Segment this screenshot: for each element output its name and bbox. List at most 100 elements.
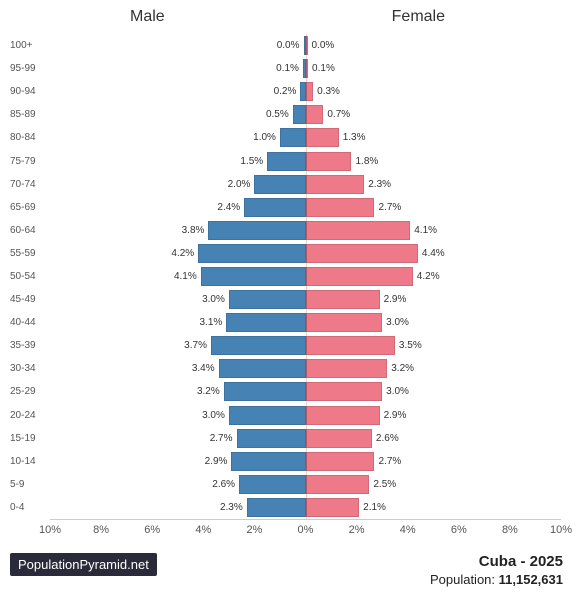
female-half: 0.7% bbox=[306, 103, 562, 126]
female-bar bbox=[306, 175, 365, 194]
female-header: Female bbox=[392, 8, 445, 26]
female-half: 2.3% bbox=[306, 173, 562, 196]
male-half: 1.0% bbox=[50, 126, 306, 149]
male-half: 0.0% bbox=[50, 34, 306, 57]
age-label: 45-49 bbox=[10, 294, 48, 305]
x-tick: 6% bbox=[451, 524, 467, 536]
male-pct-label: 1.5% bbox=[240, 156, 263, 167]
age-label: 5-9 bbox=[10, 479, 48, 490]
male-pct-label: 3.2% bbox=[197, 386, 220, 397]
male-bar bbox=[231, 452, 305, 471]
female-half: 4.1% bbox=[306, 219, 562, 242]
female-half: 2.9% bbox=[306, 288, 562, 311]
pyramid-row: 40-44 3.1% 3.0% bbox=[10, 311, 565, 334]
female-bar bbox=[306, 313, 383, 332]
male-pct-label: 3.0% bbox=[202, 410, 225, 421]
male-pct-label: 0.0% bbox=[277, 40, 300, 51]
age-label: 0-4 bbox=[10, 502, 48, 513]
x-tick: 8% bbox=[502, 524, 518, 536]
female-bar bbox=[306, 267, 413, 286]
age-label: 80-84 bbox=[10, 132, 48, 143]
female-bar bbox=[306, 290, 380, 309]
female-bar bbox=[306, 359, 388, 378]
female-pct-label: 2.7% bbox=[378, 456, 401, 467]
chart-headers: Male Female bbox=[10, 8, 565, 32]
female-pct-label: 3.5% bbox=[399, 340, 422, 351]
female-bar bbox=[306, 382, 383, 401]
male-bar bbox=[208, 221, 305, 240]
female-half: 3.2% bbox=[306, 357, 562, 380]
male-half: 2.3% bbox=[50, 496, 306, 519]
male-bar bbox=[219, 359, 306, 378]
male-pct-label: 3.4% bbox=[192, 363, 215, 374]
pyramid-row: 55-594.2%4.4% bbox=[10, 242, 565, 265]
male-pct-label: 3.1% bbox=[200, 317, 223, 328]
x-tick: 2% bbox=[349, 524, 365, 536]
male-bar bbox=[237, 429, 306, 448]
female-bar bbox=[306, 406, 380, 425]
age-label: 30-34 bbox=[10, 363, 48, 374]
male-pct-label: 0.1% bbox=[276, 63, 299, 74]
age-label: 60-64 bbox=[10, 225, 48, 236]
male-half: 3.7% bbox=[50, 334, 306, 357]
male-half: 0.2% bbox=[50, 80, 306, 103]
female-pct-label: 0.1% bbox=[312, 63, 335, 74]
age-label: 50-54 bbox=[10, 271, 48, 282]
x-tick: 10% bbox=[550, 524, 572, 536]
female-half: 2.5% bbox=[306, 473, 562, 496]
age-label: 40-44 bbox=[10, 317, 48, 328]
female-half: 1.3% bbox=[306, 126, 562, 149]
male-half: 2.0% bbox=[50, 173, 306, 196]
male-half: 2.6% bbox=[50, 473, 306, 496]
pyramid-row: 50-544.1%4.2% bbox=[10, 265, 565, 288]
female-pct-label: 4.2% bbox=[417, 271, 440, 282]
female-bar bbox=[306, 429, 372, 448]
x-tick: 4% bbox=[195, 524, 211, 536]
female-pct-label: 2.5% bbox=[373, 479, 396, 490]
female-pct-label: 2.6% bbox=[376, 433, 399, 444]
female-half: 0.1% bbox=[306, 57, 562, 80]
chart-footer: PopulationPyramid.net Cuba - 2025 Popula… bbox=[0, 547, 575, 599]
pyramid-row: 90-940.2%0.3% bbox=[10, 80, 565, 103]
population-value: 11,152,631 bbox=[499, 572, 563, 587]
female-bar bbox=[306, 105, 324, 124]
male-bar bbox=[280, 128, 306, 147]
male-half: 2.9% bbox=[50, 450, 306, 473]
female-pct-label: 3.2% bbox=[391, 363, 414, 374]
x-tick: 0% bbox=[298, 524, 314, 536]
female-pct-label: 0.3% bbox=[317, 86, 340, 97]
pyramid-row: 100+0.0%0.0% bbox=[10, 34, 565, 57]
country-year: Cuba - 2025 bbox=[430, 553, 563, 570]
male-half: 4.2% bbox=[50, 242, 306, 265]
female-half: 3.5% bbox=[306, 334, 562, 357]
female-bar bbox=[306, 128, 339, 147]
male-bar bbox=[293, 105, 306, 124]
male-half: 3.1% bbox=[50, 311, 306, 334]
male-half: 0.5% bbox=[50, 103, 306, 126]
x-tick: 2% bbox=[246, 524, 262, 536]
female-bar bbox=[306, 336, 395, 355]
male-bar bbox=[229, 406, 306, 425]
female-half: 3.0% bbox=[306, 380, 562, 403]
male-pct-label: 3.8% bbox=[182, 225, 205, 236]
female-pct-label: 2.9% bbox=[384, 410, 407, 421]
male-half: 2.7% bbox=[50, 427, 306, 450]
age-label: 100+ bbox=[10, 40, 48, 51]
female-half: 2.7% bbox=[306, 450, 562, 473]
footer-info: Cuba - 2025 Population: 11,152,631 bbox=[430, 553, 563, 587]
female-half: 3.0% bbox=[306, 311, 562, 334]
pyramid-row: 45-493.0%2.9% bbox=[10, 288, 565, 311]
pyramid-row: 25-293.2%3.0% bbox=[10, 380, 565, 403]
female-half: 2.7% bbox=[306, 196, 562, 219]
female-pct-label: 4.4% bbox=[422, 248, 445, 259]
pyramid-row: 10-142.9%2.7% bbox=[10, 450, 565, 473]
male-half: 2.4% bbox=[50, 196, 306, 219]
source-badge[interactable]: PopulationPyramid.net bbox=[10, 553, 157, 576]
male-half: 3.2% bbox=[50, 380, 306, 403]
female-half: 2.1% bbox=[306, 496, 562, 519]
population-line: Population: 11,152,631 bbox=[430, 572, 563, 587]
pyramid-row: 80-841.0%1.3% bbox=[10, 126, 565, 149]
female-half: 4.2% bbox=[306, 265, 562, 288]
male-half: 3.4% bbox=[50, 357, 306, 380]
male-bar bbox=[226, 313, 305, 332]
